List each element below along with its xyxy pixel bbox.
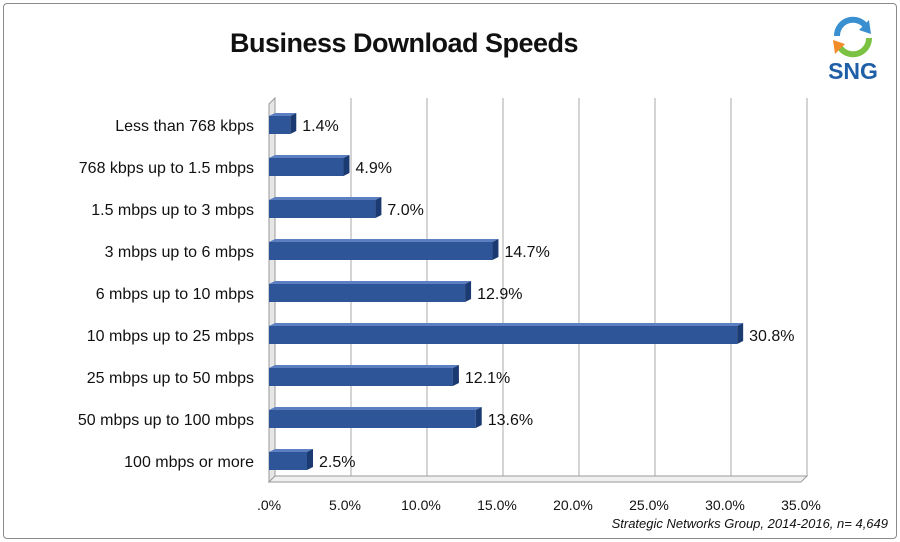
category-label: 100 mbps or more	[124, 454, 254, 471]
x-tick-label: .0%	[257, 497, 281, 513]
bar-end-face	[492, 239, 499, 260]
bar	[269, 242, 493, 260]
chart-frame: Business Download Speeds SNG Less than 7…	[3, 3, 897, 539]
x-tick-label: 20.0%	[553, 497, 593, 513]
bar-top-face	[269, 281, 472, 284]
value-label: 4.9%	[355, 160, 391, 177]
bar	[269, 158, 344, 176]
bar	[269, 116, 291, 134]
bar-top-face	[269, 197, 382, 200]
recycle-arrows-icon	[833, 16, 873, 58]
plot-floor	[267, 475, 809, 483]
bar-top-face	[269, 449, 313, 452]
bar-end-face	[465, 281, 472, 302]
bar-top-face	[269, 155, 350, 158]
chart-title: Business Download Speeds	[229, 28, 579, 58]
value-label: 12.1%	[465, 370, 510, 387]
bar	[269, 452, 307, 470]
x-tick-label: 25.0%	[629, 497, 669, 513]
bar-end-face	[375, 197, 382, 218]
value-label: 30.8%	[749, 328, 794, 345]
x-tick-label: 5.0%	[329, 497, 361, 513]
source-note: Strategic Networks Group, 2014-2016, n= …	[611, 516, 888, 531]
bar-chart: Less than 768 kbps 768 kbps up to 1.5 mbp…	[78, 96, 821, 513]
bar-end-face	[307, 449, 313, 470]
bar-end-face	[290, 113, 297, 134]
category-label: 10 mbps up to 25 mbps	[87, 328, 254, 345]
x-tick-label: 10.0%	[401, 497, 441, 513]
bar	[269, 410, 476, 428]
bar	[269, 200, 376, 218]
x-tick-label: 30.0%	[705, 497, 745, 513]
bar	[269, 284, 466, 302]
bar-top-face	[269, 239, 499, 242]
x-tick-label: 15.0%	[477, 497, 517, 513]
bar	[269, 326, 738, 344]
bar	[269, 368, 453, 386]
bar-top-face	[269, 113, 297, 116]
value-label: 2.5%	[319, 454, 355, 471]
category-label: 50 mbps up to 100 mbps	[78, 412, 254, 429]
x-tick-label: 35.0%	[781, 497, 821, 513]
category-label: 6 mbps up to 10 mbps	[96, 286, 254, 303]
value-label: 1.4%	[302, 118, 338, 135]
category-label: 1.5 mbps up to 3 mbps	[91, 202, 254, 219]
sng-logo: SNG	[823, 14, 883, 86]
bar-end-face	[452, 365, 459, 386]
bar-end-face	[475, 407, 482, 428]
category-label: Less than 768 kbps	[115, 118, 254, 135]
category-label: 25 mbps up to 50 mbps	[87, 370, 254, 387]
bar-top-face	[269, 407, 482, 410]
category-label: 768 kbps up to 1.5 mbps	[79, 160, 254, 177]
logo-text: SNG	[828, 58, 878, 84]
value-label: 7.0%	[387, 202, 423, 219]
value-label: 14.7%	[504, 244, 549, 261]
value-label: 13.6%	[488, 412, 533, 429]
bar-top-face	[269, 365, 459, 368]
bar-end-face	[737, 323, 744, 344]
bar-top-face	[269, 323, 744, 326]
value-label: 12.9%	[477, 286, 522, 303]
bar-end-face	[343, 155, 350, 176]
category-label: 3 mbps up to 6 mbps	[105, 244, 254, 261]
